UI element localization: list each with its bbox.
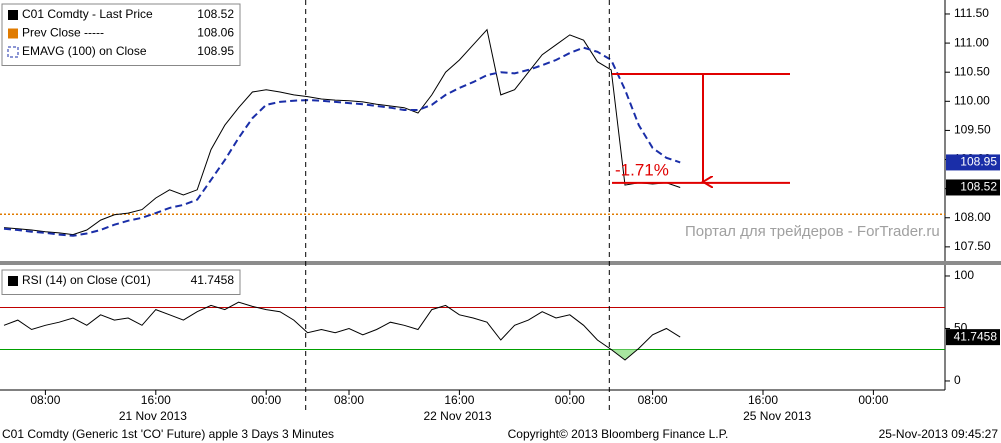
legend-value: 108.95 <box>197 44 234 58</box>
legend-box <box>1 269 241 295</box>
y-tick-label: 109.50 <box>954 123 991 137</box>
footer-right: 25-Nov-2013 09:45:27 <box>879 427 999 441</box>
x-tick-label: 00:00 <box>555 393 585 407</box>
price-plot: -1.71% Портал для трейдеров - ForTrader.r… <box>0 28 945 240</box>
value-badge-label: 108.95 <box>960 155 997 169</box>
legend-label: C01 Comdty - Last Price <box>22 7 153 21</box>
value-badge <box>946 154 1000 171</box>
footer-center: Copyright© 2013 Bloomberg Finance L.P. <box>508 427 729 441</box>
x-tick-label: 00:00 <box>858 393 888 407</box>
legend-swatch <box>7 46 19 58</box>
x-tick-label: 16:00 <box>444 393 474 407</box>
legend-box <box>1 3 241 66</box>
legend-swatch <box>8 276 18 286</box>
session-label: 25 Nov 2013 <box>743 409 811 423</box>
legend-value: 108.52 <box>197 7 234 21</box>
y-tick-label: 0 <box>954 373 961 387</box>
y-tick-label: 110.00 <box>954 93 990 107</box>
y-tick-label: 100 <box>954 268 974 282</box>
legend-swatch <box>8 28 18 39</box>
legend-label: RSI (14) on Close (C01) <box>22 273 151 287</box>
legend-swatch <box>8 10 18 20</box>
x-tick-label: 16:00 <box>141 393 171 407</box>
y-tick-label: 111.50 <box>954 6 989 20</box>
axes: 21 Nov 2013 22 Nov 2013 25 Nov 2013 08:00 16… <box>30 0 1000 423</box>
y-tick-label: 107.50 <box>954 239 991 253</box>
session-label: 21 Nov 2013 <box>119 409 187 423</box>
value-badge-label: 41.7458 <box>954 329 998 343</box>
x-tick-label: 08:00 <box>30 393 60 407</box>
x-tick-label: 16:00 <box>748 393 778 407</box>
series-line <box>3 46 681 237</box>
panel-divider <box>0 261 1001 265</box>
session-label: 22 Nov 2013 <box>423 409 491 423</box>
legend-label: Prev Close ----- <box>22 26 104 40</box>
series-line <box>3 28 681 236</box>
legend-value: 41.7458 <box>191 273 235 287</box>
y-tick-label: 110.50 <box>954 64 990 78</box>
value-badge <box>946 329 1000 346</box>
legends: C01 Comdty - Last Price 108.52 Prev Close … <box>1 3 241 295</box>
annotation-text: -1.71% <box>615 160 669 179</box>
y-tick-label: 108.00 <box>954 210 991 224</box>
value-badge <box>946 179 1000 196</box>
rsi-plot <box>0 301 945 361</box>
legend-value: 108.06 <box>197 26 234 40</box>
footer-left: C01 Comdty (Generic 1st 'CO' Future) app… <box>2 427 334 441</box>
x-tick-label: 08:00 <box>334 393 364 407</box>
x-tick-label: 08:00 <box>638 393 668 407</box>
watermark: Портал для трейдеров - ForTrader.ru <box>685 223 940 240</box>
x-tick-label: 00:00 <box>251 393 281 407</box>
value-badge-label: 108.52 <box>960 180 997 194</box>
legend-label: EMAVG (100) on Close <box>22 44 147 58</box>
series-line <box>3 301 681 361</box>
y-tick-label: 111.00 <box>954 35 989 49</box>
